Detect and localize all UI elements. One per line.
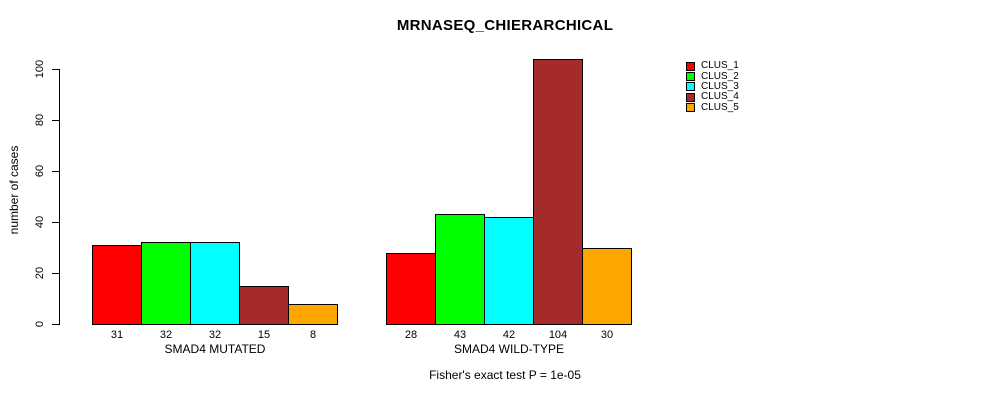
bar-value-label: 32	[159, 329, 173, 341]
y-tick-label: 40	[34, 215, 46, 229]
bar-clus_5-2	[582, 247, 632, 325]
y-tick	[52, 171, 59, 172]
bar-clus_5-1	[288, 303, 338, 325]
y-tick-label: 80	[34, 113, 46, 127]
bar-value-label: 104	[548, 329, 568, 341]
bar-clus_3-2	[484, 216, 534, 325]
y-tick	[52, 222, 59, 223]
bar-value-label: 8	[309, 329, 317, 341]
y-tick-label: 20	[34, 266, 46, 280]
legend-row: CLUS_2	[686, 70, 739, 82]
legend-label: CLUS_3	[701, 80, 739, 92]
bar-clus_3-1	[190, 242, 240, 325]
bar-value-label: 42	[502, 329, 516, 341]
legend-label: CLUS_1	[701, 60, 739, 72]
bar-value-label: 43	[453, 329, 467, 341]
bar-value-label: 30	[600, 329, 614, 341]
y-tick-label: 0	[34, 320, 46, 328]
bar-clus_2-1	[141, 242, 191, 325]
bar-clus_1-1	[92, 244, 142, 325]
bar-clus_4-2	[533, 58, 583, 325]
fisher-test-caption: Fisher's exact test P = 1e-05	[429, 368, 581, 382]
bar-clus_4-1	[239, 285, 289, 325]
legend-row: CLUS_1	[686, 61, 739, 71]
group-label: SMAD4 WILD-TYPE	[453, 342, 564, 356]
legend-swatch-clus_3	[686, 82, 695, 92]
bar-value-label: 31	[110, 329, 124, 341]
legend-label: CLUS_5	[701, 101, 739, 113]
y-tick-label: 100	[34, 59, 46, 79]
y-tick	[52, 273, 59, 274]
legend-label: CLUS_2	[701, 70, 739, 82]
legend-swatch-clus_4	[686, 92, 695, 102]
y-tick	[52, 120, 59, 121]
legend-row: CLUS_3	[686, 80, 739, 92]
y-tick	[52, 324, 59, 325]
legend-swatch-clus_1	[686, 61, 695, 71]
group-label: SMAD4 MUTATED	[164, 342, 266, 356]
legend: CLUS_1 CLUS_2 CLUS_3 CLUS_4 CLUS_5	[686, 61, 739, 113]
bar-value-label: 28	[404, 329, 418, 341]
legend-label: CLUS_4	[701, 91, 739, 103]
y-tick-label: 60	[34, 164, 46, 178]
bar-clus_1-2	[386, 252, 436, 325]
plot-area: 0 20 40 60 80 100 31 28 32 43 32 42 15 104 8 30 SMAD4 MU…	[34, 58, 632, 356]
legend-swatch-clus_2	[686, 72, 695, 82]
legend-row: CLUS_4	[686, 92, 739, 102]
y-tick	[52, 69, 59, 70]
y-axis-line	[59, 69, 60, 325]
bar-clus_2-2	[435, 214, 485, 325]
bar-value-label: 32	[208, 329, 222, 341]
bar-value-label: 15	[257, 329, 271, 341]
legend-swatch-clus_5	[686, 103, 695, 113]
legend-row: CLUS_5	[686, 101, 739, 113]
chart-title: MRNASEQ_CHIERARCHICAL	[396, 17, 614, 34]
